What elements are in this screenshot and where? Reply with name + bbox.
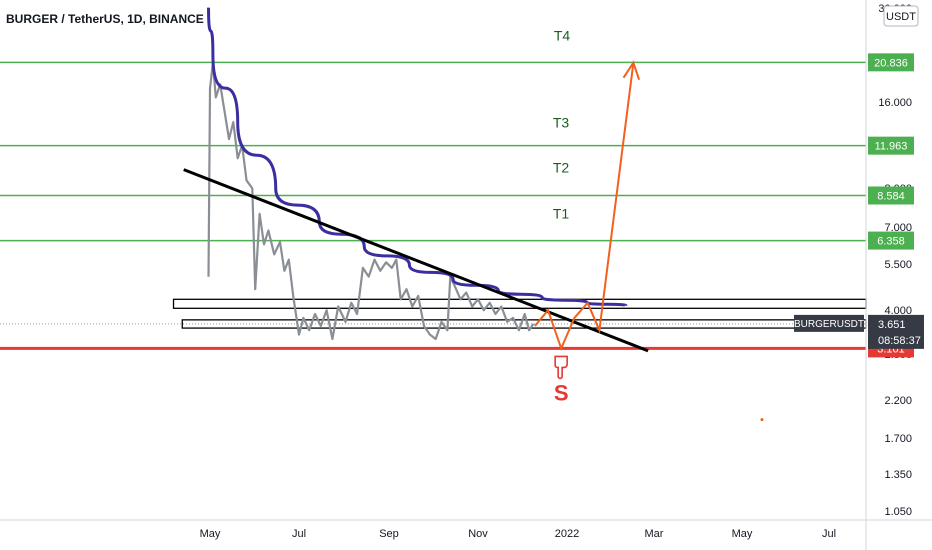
level-label-t1: T1 bbox=[553, 206, 570, 222]
level-tag-text: 11.963 bbox=[875, 141, 908, 153]
level-tag-bg bbox=[868, 186, 914, 205]
chart-title: BURGER / TetherUS, 1D, BINANCE bbox=[6, 12, 204, 26]
x-tick-label: 2022 bbox=[555, 528, 579, 540]
drawing-tools-layer: S bbox=[183, 7, 764, 422]
current-price-value: 3.651 bbox=[878, 319, 906, 331]
target-levels-layer: T4 T3 T2 T1 bbox=[0, 27, 866, 350]
annotation-s-label: S bbox=[554, 380, 569, 405]
hand-pointer-icon bbox=[554, 355, 568, 380]
x-tick-label: Nov bbox=[468, 528, 488, 540]
curved-resistance-line bbox=[207, 7, 628, 308]
y-tick-label: 1.350 bbox=[884, 469, 912, 481]
x-tick-label: Mar bbox=[645, 528, 664, 540]
level-label-t3: T3 bbox=[553, 115, 570, 131]
y-tick-label: 2.200 bbox=[884, 395, 912, 407]
price-series-layer bbox=[207, 61, 535, 341]
x-tick-label: May bbox=[200, 528, 221, 540]
x-tick-label: Jul bbox=[292, 528, 306, 540]
hand-pointer-shape bbox=[554, 355, 568, 380]
y-tick-label: 1.050 bbox=[884, 506, 912, 518]
level-tag-bg bbox=[868, 136, 914, 155]
level-tag-bg bbox=[868, 53, 914, 72]
level-label-t4: T4 bbox=[554, 27, 571, 43]
x-tick-label: May bbox=[732, 528, 753, 540]
x-tick-label: Sep bbox=[379, 528, 399, 540]
projection-arrowhead bbox=[622, 60, 641, 80]
support-box-2 bbox=[181, 319, 867, 329]
y-tick-label: 5.500 bbox=[884, 259, 912, 271]
level-tag-text: 6.358 bbox=[877, 236, 905, 248]
level-tag-bg bbox=[868, 231, 914, 250]
price-series-line bbox=[207, 61, 535, 341]
symbol-tag-text: BURGERUSDT bbox=[794, 319, 864, 330]
level-label-t2: T2 bbox=[553, 160, 570, 176]
symbol-tag-bg bbox=[794, 314, 864, 332]
currency-label: USDT bbox=[886, 11, 916, 23]
y-tick-label: 7.000 bbox=[884, 222, 912, 234]
current-price-tag-bg bbox=[868, 314, 924, 349]
currency-badge bbox=[883, 5, 919, 27]
y-tick-label: 1.700 bbox=[884, 433, 912, 445]
level-tag-text: 8.584 bbox=[877, 191, 905, 203]
projection-path bbox=[534, 62, 635, 352]
y-tick-label: 16.000 bbox=[878, 97, 912, 109]
y-tick-label: 4.000 bbox=[884, 305, 912, 317]
bar-countdown-timer: 08:58:37 bbox=[878, 335, 921, 347]
level-tag-text: 20.836 bbox=[874, 57, 908, 69]
x-tick-label: Jul bbox=[822, 528, 836, 540]
downtrend-line bbox=[183, 168, 649, 353]
stray-mark bbox=[760, 418, 764, 422]
